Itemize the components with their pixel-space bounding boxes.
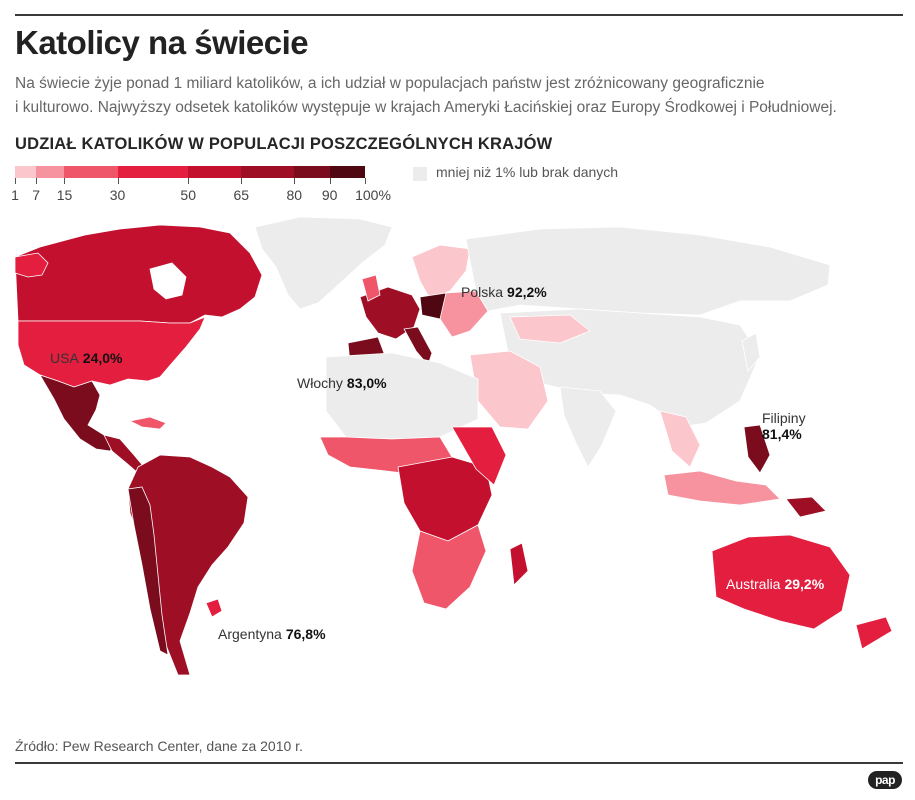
bottom-rule [15,762,903,764]
legend-swatch [188,166,242,178]
label-argentyna-name: Argentyna [218,626,282,642]
legend-tick-label: 100% [355,187,391,203]
region-indonesia [663,470,781,506]
label-australia: Australia 29,2% [726,576,824,592]
label-usa-value: 24,0% [82,350,123,366]
label-australia-name: Australia [726,576,781,592]
region-scandinavia [411,244,471,300]
pap-logo: pap [868,771,902,789]
legend-tick-label: 90 [321,187,338,203]
region-kazakhstan [509,314,591,344]
label-argentyna-value: 76,8% [285,626,326,642]
legend-swatch [329,166,365,178]
region-png [785,496,827,518]
legend-tick [241,178,243,184]
region-north-africa [325,352,479,440]
page-title: Katolicy na świecie [15,24,309,61]
legend-tick [36,178,38,184]
intro-line-1: Na świecie żyje ponad 1 miliard katolikó… [15,75,765,92]
region-indochina [659,410,701,468]
region-peru-chile [127,486,169,656]
world-map [14,216,893,676]
region-russia [465,226,831,316]
legend-tick [329,178,331,184]
region-greenland [254,216,393,310]
legend-tick [294,178,296,184]
region-australia [711,534,851,630]
region-japan [741,332,761,372]
region-alaska [14,252,49,278]
region-india [559,386,617,468]
region-uruguay [205,598,223,618]
label-wlochy-name: Włochy [297,375,343,391]
legend-no-data-label: mniej niż 1% lub brak danych [436,164,619,180]
legend-swatch [64,166,118,178]
region-western-europe [359,286,421,340]
region-uk-ireland [361,274,381,302]
label-filipiny: Filipiny 81,4% [762,410,806,442]
label-polska-name: Polska [461,284,504,300]
label-wlochy: Włochy 83,0% [297,375,387,391]
legend-tick [117,178,119,184]
legend-swatch [117,166,189,178]
region-canada [14,224,263,324]
legend-tick-label: 1 [11,187,19,203]
map-subtitle: UDZIAŁ KATOLIKÓW W POPULACJI POSZCZEGÓLN… [15,135,553,153]
legend-tick-label: 7 [32,187,41,203]
legend-tick [365,178,366,184]
label-polska: Polska 92,2% [461,284,547,300]
legend-tick-label: 15 [56,187,73,203]
top-rule [15,14,903,16]
legend-tick-label: 30 [109,187,126,203]
label-australia-value: 29,2% [784,576,825,592]
legend-tick-label: 50 [180,187,197,203]
intro-line-2: i kulturowo. Najwyższy odsetek katolików… [15,99,837,116]
legend-no-data-swatch [413,167,427,181]
region-southern-africa [411,524,487,610]
region-hudson-bay [149,262,187,300]
region-east-africa [451,426,507,486]
label-argentyna: Argentyna 76,8% [218,626,326,642]
legend-swatch [36,166,65,178]
region-italy [403,326,433,366]
legend-swatch [294,166,330,178]
legend-tick-label: 65 [233,187,250,203]
label-polska-value: 92,2% [507,284,547,300]
label-usa: USA 24,0% [50,350,123,366]
source-note: Źródło: Pew Research Center, dane za 201… [15,738,303,754]
legend-tick [15,178,16,184]
label-usa-name: USA [50,350,79,366]
region-new-zealand [855,616,893,650]
label-wlochy-value: 83,0% [346,375,387,391]
legend-tick [188,178,190,184]
region-middle-east [469,350,549,430]
region-philippines [743,424,771,474]
legend-swatch [15,166,37,178]
region-caribbean [128,416,167,430]
legend-swatch [241,166,295,178]
label-filipiny-name: Filipiny [762,410,806,426]
legend-tick [64,178,66,184]
intro-text: Na świecie żyje ponad 1 miliard katolikó… [15,72,905,120]
label-filipiny-value: 81,4% [762,426,802,442]
color-legend: 1 7 15 30 50 65 80 90 100% [11,166,391,206]
region-madagascar [509,542,529,586]
legend-tick-label: 80 [286,187,303,203]
